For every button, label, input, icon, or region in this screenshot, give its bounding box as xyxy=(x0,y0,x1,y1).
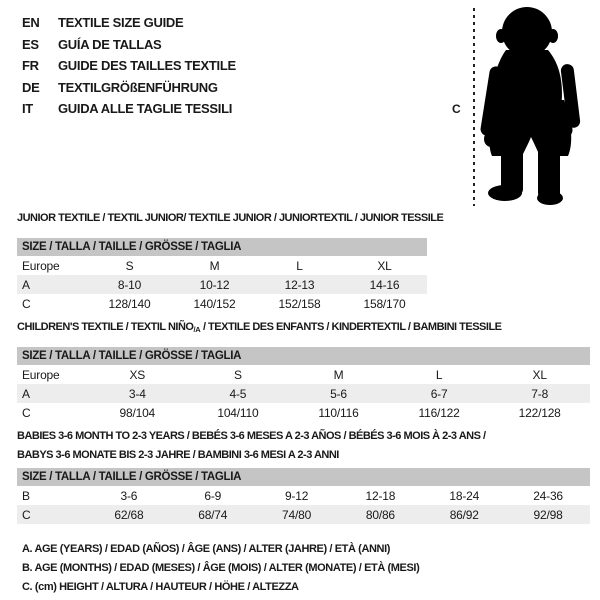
legend-height: C. (cm) HEIGHT / ALTURA / HAUTEUR / HÖHE… xyxy=(22,581,299,593)
height-cell: 116/122 xyxy=(418,405,460,420)
table-row: C 62/68 68/74 74/80 80/86 86/92 92/98 xyxy=(17,505,590,524)
babies-textile-table: BABIES 3-6 MONTH TO 2-3 YEARS / BEBÉS 3-… xyxy=(17,427,590,524)
size-header-bar: SIZE / TALLA / TAILLE / GRÖSSE / TAGLIA xyxy=(17,347,590,365)
language-row-en: EN TEXTILE SIZE GUIDE xyxy=(22,12,236,34)
height-cell: 86/92 xyxy=(449,507,479,522)
age-cell: 3-6 xyxy=(120,488,138,503)
size-cell: XL xyxy=(532,367,547,382)
age-cell: 24-36 xyxy=(533,488,563,503)
table-title-line1: BABIES 3-6 MONTH TO 2-3 YEARS / BEBÉS 3-… xyxy=(17,430,486,442)
row-label: C xyxy=(22,296,31,311)
age-cell: 6-7 xyxy=(430,386,448,401)
age-cell: 7-8 xyxy=(531,386,549,401)
language-code: ES xyxy=(22,36,39,52)
table-title-line2: BABYS 3-6 MONATE BIS 2-3 JAHRE / BAMBINI… xyxy=(17,449,339,461)
language-label: TEXTILGRÖßENFÜHRUNG xyxy=(58,79,218,95)
age-cell: 14-16 xyxy=(369,277,400,292)
language-label: TEXTILE SIZE GUIDE xyxy=(58,15,184,31)
size-header-bar: SIZE / TALLA / TAILLE / GRÖSSE / TAGLIA xyxy=(17,238,427,256)
language-label: GUÍA DE TALLAS xyxy=(58,36,162,52)
size-cell: S xyxy=(125,258,134,273)
table-title-text: / TEXTILE DES ENFANTS / KINDERTEXTIL / B… xyxy=(200,321,502,333)
age-cell: 6-9 xyxy=(204,488,222,503)
table-row: Europe XS S M L XL xyxy=(17,365,590,384)
language-label: GUIDA ALLE TAGLIE TESSILI xyxy=(58,101,233,117)
row-label: A xyxy=(22,386,30,401)
size-cell: M xyxy=(209,258,220,273)
height-measure-figure: C xyxy=(440,0,600,220)
height-cell: 74/80 xyxy=(282,507,312,522)
row-label: C xyxy=(22,405,31,420)
language-label: GUIDE DES TAILLES TEXTILE xyxy=(58,58,236,74)
language-code: IT xyxy=(22,101,33,117)
table-grid: SIZE / TALLA / TAILLE / GRÖSSE / TAGLIA … xyxy=(17,238,427,313)
height-cell: 122/128 xyxy=(518,405,561,420)
children-textile-table: CHILDREN'S TEXTILE / TEXTIL NIÑO/A / TEX… xyxy=(17,320,590,422)
age-cell: 12-18 xyxy=(365,488,396,503)
row-label: Europe xyxy=(22,367,60,382)
language-code: DE xyxy=(22,79,40,95)
height-cell: 62/68 xyxy=(114,507,144,522)
language-row-fr: FR GUIDE DES TAILLES TEXTILE xyxy=(22,55,236,77)
language-title-list: EN TEXTILE SIZE GUIDE ES GUÍA DE TALLAS … xyxy=(22,12,236,120)
size-cell: XL xyxy=(377,258,392,273)
height-cell: 98/104 xyxy=(119,405,156,420)
height-cell: 68/74 xyxy=(198,507,228,522)
baby-silhouette-icon xyxy=(480,7,581,205)
junior-textile-table: JUNIOR TEXTILE / TEXTIL JUNIOR/ TEXTILE … xyxy=(17,211,444,313)
legend: A. AGE (YEARS) / EDAD (AÑOS) / ÂGE (ANS)… xyxy=(22,540,420,597)
age-cell: 4-5 xyxy=(229,386,247,401)
age-cell: 18-24 xyxy=(449,488,480,503)
height-cell: 152/158 xyxy=(278,296,321,311)
legend-age-years: A. AGE (YEARS) / EDAD (AÑOS) / ÂGE (ANS)… xyxy=(22,543,390,555)
language-code: FR xyxy=(22,58,39,74)
age-cell: 8-10 xyxy=(117,277,142,292)
language-row-de: DE TEXTILGRÖßENFÜHRUNG xyxy=(22,77,236,99)
age-cell: 3-4 xyxy=(128,386,146,401)
language-row-es: ES GUÍA DE TALLAS xyxy=(22,34,236,56)
legend-age-months: B. AGE (MONTHS) / EDAD (MESES) / ÂGE (MO… xyxy=(22,562,420,574)
row-label: A xyxy=(22,277,30,292)
age-cell: 9-12 xyxy=(284,488,309,503)
table-row: B 3-6 6-9 9-12 12-18 18-24 24-36 xyxy=(17,486,590,505)
size-cell: XS xyxy=(129,367,146,382)
size-cell: M xyxy=(333,367,344,382)
height-marker-label: C xyxy=(452,102,461,116)
table-grid: SIZE / TALLA / TAILLE / GRÖSSE / TAGLIA … xyxy=(17,347,590,422)
height-cell: 140/152 xyxy=(193,296,236,311)
table-row: A 8-10 10-12 12-13 14-16 xyxy=(17,275,427,294)
table-title-text: CHILDREN'S TEXTILE / TEXTIL NIÑO xyxy=(17,321,194,333)
age-cell: 12-13 xyxy=(284,277,315,292)
table-row: A 3-4 4-5 5-6 6-7 7-8 xyxy=(17,384,590,403)
table-grid: SIZE / TALLA / TAILLE / GRÖSSE / TAGLIA … xyxy=(17,468,590,524)
height-cell: 80/86 xyxy=(365,507,395,522)
table-title: JUNIOR TEXTILE / TEXTIL JUNIOR/ TEXTILE … xyxy=(17,212,444,224)
age-cell: 5-6 xyxy=(330,386,347,401)
size-header-bar: SIZE / TALLA / TAILLE / GRÖSSE / TAGLIA xyxy=(17,468,590,486)
row-label: C xyxy=(22,507,31,522)
age-cell: 10-12 xyxy=(199,277,230,292)
size-cell: L xyxy=(435,367,443,382)
height-cell: 92/98 xyxy=(533,507,563,522)
row-label: Europe xyxy=(22,258,60,273)
table-title: CHILDREN'S TEXTILE / TEXTIL NIÑO/A / TEX… xyxy=(17,320,590,334)
height-cell: 158/170 xyxy=(363,296,406,311)
height-cell: 128/140 xyxy=(108,296,151,311)
table-row: C 128/140 140/152 152/158 158/170 xyxy=(17,294,427,313)
table-row: C 98/104 104/110 110/116 116/122 122/128 xyxy=(17,403,590,422)
language-row-it: IT GUIDA ALLE TAGLIE TESSILI xyxy=(22,98,236,120)
language-code: EN xyxy=(22,15,40,31)
row-label: B xyxy=(22,488,30,503)
size-cell: L xyxy=(296,258,303,273)
size-cell: S xyxy=(233,367,242,382)
table-row: Europe S M L XL xyxy=(17,256,427,275)
table-title-subscript: /A xyxy=(193,325,201,334)
height-cell: 110/116 xyxy=(318,405,359,420)
height-dashed-line xyxy=(473,8,475,206)
height-cell: 104/110 xyxy=(217,405,259,420)
